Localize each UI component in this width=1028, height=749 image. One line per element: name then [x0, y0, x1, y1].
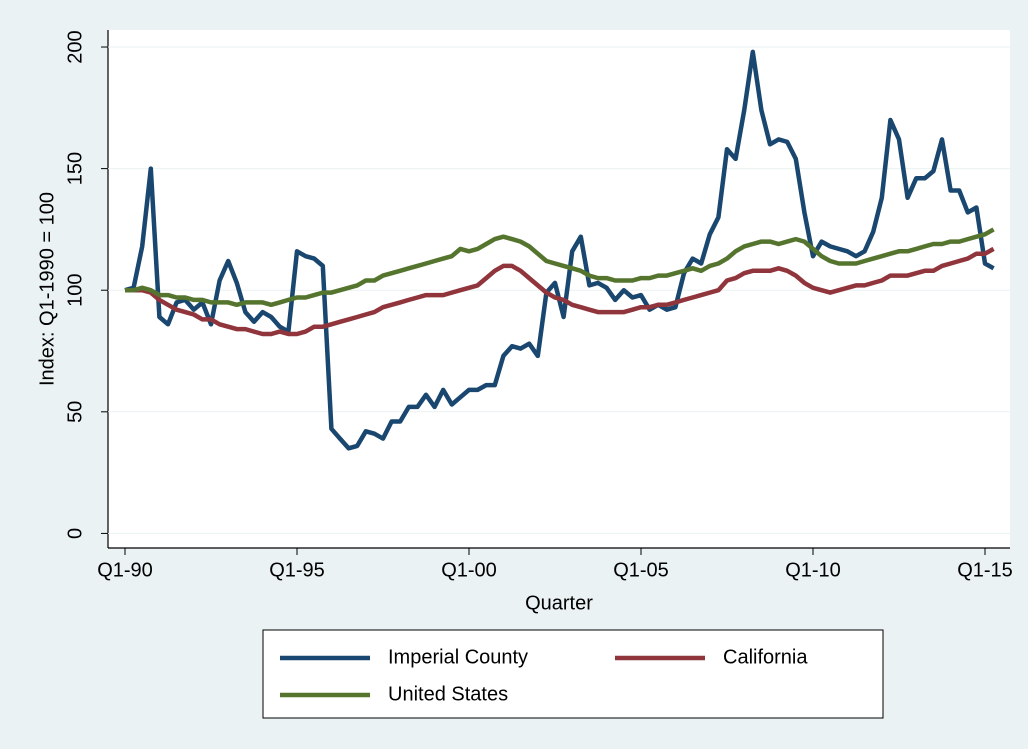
x-tick-label: Q1-05	[613, 559, 669, 581]
x-tick-label: Q1-00	[441, 559, 497, 581]
lines	[124, 49, 995, 451]
y-axis-title: Index: Q1-1990 = 100	[36, 192, 58, 386]
x-tick-label: Q1-15	[957, 559, 1013, 581]
legend-label: United States	[388, 683, 508, 705]
grid: 0 50 100 150 200 Q1-90 Q1-95 Q1-00 Q1-05 Q1-10 Q1-…	[64, 30, 1013, 581]
series-line	[125, 246, 995, 337]
x-tick-label: Q1-95	[269, 559, 325, 581]
legend-items: Imperial County California United States	[280, 646, 808, 705]
x-tick-label: Q1-10	[785, 559, 841, 581]
legend-label: California	[723, 646, 808, 668]
x-axis-title: Quarter	[525, 592, 593, 614]
plot-area	[108, 30, 1010, 548]
y-tick-label: 150	[64, 152, 86, 185]
y-tick-label: 50	[64, 401, 86, 423]
y-tick-label: 100	[64, 274, 86, 307]
legend	[262, 629, 884, 719]
series-line	[125, 227, 995, 308]
y-tick-label: 0	[64, 528, 86, 539]
x-tick-label: Q1-90	[97, 559, 153, 581]
legend-label: Imperial County	[388, 646, 528, 668]
y-tick-label: 200	[64, 30, 86, 63]
